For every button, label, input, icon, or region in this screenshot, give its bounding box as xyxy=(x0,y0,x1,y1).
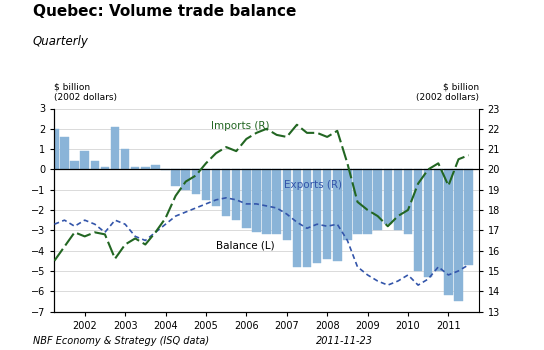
Bar xyxy=(414,169,422,271)
Bar xyxy=(60,137,69,169)
Text: Imports (R): Imports (R) xyxy=(212,121,270,131)
Bar xyxy=(182,169,190,190)
Bar xyxy=(434,169,443,271)
Text: NBF Economy & Strategy (ISQ data): NBF Economy & Strategy (ISQ data) xyxy=(33,336,209,346)
Bar xyxy=(101,167,109,169)
Bar xyxy=(81,151,89,169)
Bar xyxy=(222,169,231,216)
Bar xyxy=(252,169,261,232)
Text: Exports (R): Exports (R) xyxy=(283,180,342,190)
Bar xyxy=(353,169,362,235)
Bar xyxy=(202,169,210,200)
Bar xyxy=(293,169,301,267)
Text: Quebec: Volume trade balance: Quebec: Volume trade balance xyxy=(33,4,296,19)
Bar xyxy=(465,169,473,265)
Bar xyxy=(161,169,170,170)
Bar xyxy=(424,169,432,277)
Bar xyxy=(282,169,291,240)
Bar xyxy=(273,169,281,235)
Bar xyxy=(212,169,220,206)
Text: Quarterly: Quarterly xyxy=(33,35,89,48)
Bar xyxy=(262,169,271,235)
Bar xyxy=(121,149,129,169)
Bar xyxy=(70,161,79,169)
Bar xyxy=(151,165,160,169)
Bar xyxy=(131,167,139,169)
Bar xyxy=(111,127,119,169)
Text: $ billion
(2002 dollars): $ billion (2002 dollars) xyxy=(54,82,118,102)
Bar xyxy=(384,169,392,224)
Bar xyxy=(232,169,240,220)
Bar xyxy=(50,129,59,169)
Bar xyxy=(313,169,322,263)
Text: Balance (L): Balance (L) xyxy=(215,240,274,251)
Bar xyxy=(323,169,331,259)
Bar xyxy=(333,169,342,261)
Bar xyxy=(191,169,200,194)
Bar xyxy=(454,169,463,301)
Bar xyxy=(302,169,311,267)
Bar xyxy=(242,169,251,228)
Text: $ billion
(2002 dollars): $ billion (2002 dollars) xyxy=(416,82,479,102)
Bar xyxy=(404,169,412,235)
Bar xyxy=(444,169,453,295)
Bar xyxy=(90,161,99,169)
Bar xyxy=(343,169,351,240)
Text: 2011-11-23: 2011-11-23 xyxy=(316,336,373,346)
Bar xyxy=(171,169,180,186)
Bar xyxy=(141,167,150,169)
Bar xyxy=(394,169,402,230)
Bar xyxy=(373,169,382,230)
Bar xyxy=(363,169,372,235)
